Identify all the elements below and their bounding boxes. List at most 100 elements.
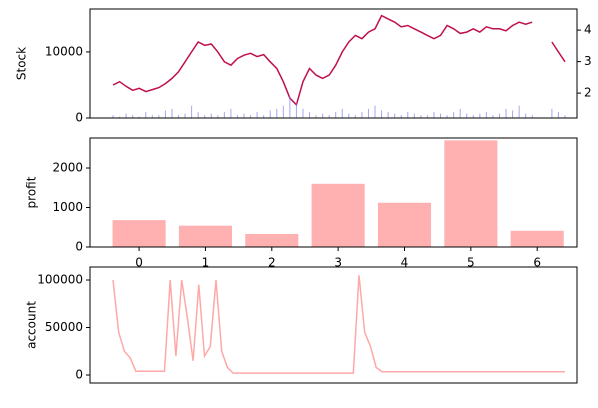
volume-bar bbox=[551, 108, 553, 118]
axes-frame bbox=[89, 266, 578, 384]
volume-bar bbox=[505, 108, 507, 118]
volume-bar bbox=[440, 113, 442, 118]
volume-bar bbox=[341, 108, 343, 118]
x-tick-label: 0 bbox=[135, 256, 143, 270]
volume-bar bbox=[492, 115, 494, 118]
volume-bar bbox=[151, 115, 153, 118]
volume-bar bbox=[243, 113, 245, 118]
bar bbox=[245, 233, 299, 247]
volume-bar bbox=[197, 112, 199, 118]
volume-bar bbox=[204, 115, 206, 118]
bar bbox=[112, 220, 166, 247]
line bbox=[112, 14, 566, 107]
volume-bar bbox=[302, 108, 304, 118]
volume-bar bbox=[426, 115, 428, 118]
volume-bar bbox=[367, 108, 369, 118]
volume-bar bbox=[518, 105, 520, 118]
y2-tick-label: 4 bbox=[584, 23, 592, 37]
volume-bar bbox=[485, 112, 487, 118]
volume-bar bbox=[223, 112, 225, 118]
y-axis-label: Stock bbox=[15, 47, 29, 80]
y-tick-label: 0 bbox=[75, 240, 83, 254]
volume-bar bbox=[387, 112, 389, 118]
x-tick-label: 5 bbox=[467, 256, 475, 270]
y-tick-label: 10000 bbox=[45, 44, 83, 58]
volume-bar bbox=[132, 115, 134, 118]
volume-bar bbox=[420, 115, 422, 118]
y-tick-label: 1000 bbox=[52, 200, 83, 214]
volume-bar bbox=[112, 115, 114, 118]
y2-tick-label: 3 bbox=[584, 54, 592, 68]
x-tick-label: 2 bbox=[268, 256, 276, 270]
volume-bar bbox=[328, 115, 330, 118]
volume-bar bbox=[184, 113, 186, 118]
volume-bar bbox=[433, 112, 435, 118]
x-tick-label: 4 bbox=[401, 256, 409, 270]
y2-tick-label: 2 bbox=[584, 86, 592, 100]
volume-bar bbox=[295, 102, 297, 118]
x-tick-label: 6 bbox=[533, 256, 541, 270]
volume-bar bbox=[531, 115, 533, 118]
volume-bar bbox=[498, 113, 500, 118]
volume-bar bbox=[459, 108, 461, 118]
volume-bar bbox=[230, 108, 232, 118]
bar bbox=[510, 230, 564, 247]
volume-bar bbox=[407, 112, 409, 118]
volume-bar bbox=[466, 113, 468, 118]
volume-bar bbox=[309, 112, 311, 118]
volume-bar bbox=[191, 105, 193, 118]
volume-bar bbox=[145, 112, 147, 118]
volume-bar bbox=[322, 113, 324, 118]
volume-bar bbox=[138, 116, 140, 118]
volume-bar bbox=[564, 115, 566, 118]
x-tick-label: 1 bbox=[202, 256, 210, 270]
volume-bar bbox=[164, 110, 166, 118]
volume-bar bbox=[210, 113, 212, 118]
volume-bar bbox=[381, 110, 383, 118]
bar bbox=[444, 140, 498, 247]
volume-bar bbox=[472, 115, 474, 118]
volume-bar bbox=[400, 115, 402, 118]
volume-bar bbox=[289, 96, 291, 118]
volume-bar bbox=[446, 115, 448, 118]
volume-bar bbox=[256, 112, 258, 118]
y-tick-label: 0 bbox=[75, 368, 83, 382]
volume-bar bbox=[479, 113, 481, 118]
volume-bar bbox=[394, 113, 396, 118]
x-tick-label: 3 bbox=[334, 256, 342, 270]
volume-bar bbox=[335, 112, 337, 118]
volume-bar bbox=[512, 110, 514, 118]
bar bbox=[178, 225, 232, 247]
volume-bar bbox=[374, 105, 376, 118]
volume-bar bbox=[453, 112, 455, 118]
volume-bar bbox=[250, 115, 252, 118]
volume-bar bbox=[158, 115, 160, 118]
volume-bar bbox=[171, 108, 173, 118]
y-axis-label: profit bbox=[25, 176, 39, 208]
volume-bar bbox=[236, 115, 238, 118]
volume-bar bbox=[413, 113, 415, 118]
y-tick-label: 100000 bbox=[37, 273, 83, 287]
bar bbox=[311, 183, 365, 247]
volume-bar bbox=[525, 113, 527, 118]
volume-bar bbox=[315, 115, 317, 118]
volume-bar bbox=[361, 112, 363, 118]
volume-bar bbox=[125, 113, 127, 118]
volume-bar bbox=[269, 110, 271, 118]
y-tick-label: 2000 bbox=[52, 161, 83, 175]
volume-bar bbox=[276, 108, 278, 118]
volume-bar bbox=[217, 115, 219, 118]
bar bbox=[377, 202, 432, 247]
volume-bar bbox=[557, 112, 559, 118]
volume-bar bbox=[282, 105, 284, 118]
y-tick-label: 50000 bbox=[45, 320, 83, 334]
volume-bar bbox=[263, 115, 265, 118]
volume-bar bbox=[119, 116, 121, 118]
volume-bar bbox=[354, 115, 356, 118]
axes-frame bbox=[89, 137, 578, 248]
axes-frame bbox=[89, 8, 578, 119]
volume-bar bbox=[348, 113, 350, 118]
volume-bar bbox=[178, 115, 180, 118]
y-tick-label: 0 bbox=[75, 111, 83, 125]
